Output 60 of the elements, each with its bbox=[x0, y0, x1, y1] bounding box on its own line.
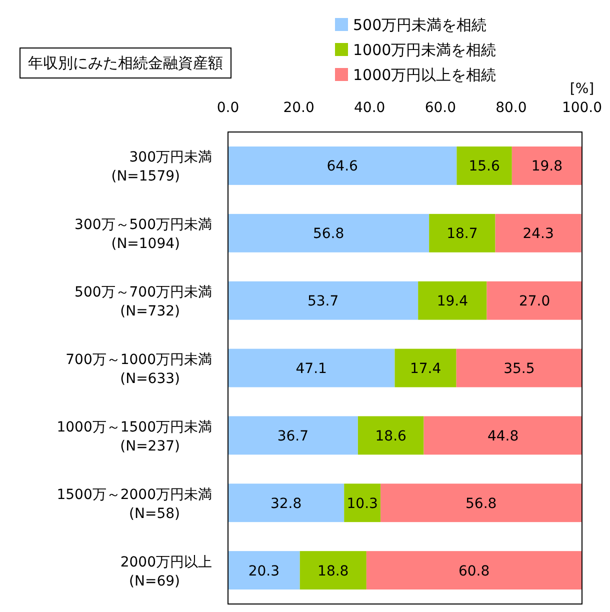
data-label: 24.3 bbox=[522, 226, 554, 242]
bar bbox=[429, 214, 496, 252]
data-label: 18.8 bbox=[318, 563, 349, 580]
x-tick-label: 40.0 bbox=[354, 100, 386, 116]
bar bbox=[380, 484, 582, 522]
data-label: 36.7 bbox=[277, 428, 309, 444]
data-label: 32.8 bbox=[270, 496, 302, 512]
bar bbox=[344, 484, 381, 522]
y-tick-label: 700万～1000万円未満 (N=633) bbox=[66, 352, 212, 387]
data-label: 15.6 bbox=[468, 158, 500, 175]
legend-label: 1000万円以上を相続 bbox=[353, 66, 496, 84]
x-tick-label: 100.0 bbox=[562, 100, 602, 116]
y-tick-label: 500万～700万円未満 (N=732) bbox=[74, 284, 212, 320]
data-label: 47.1 bbox=[296, 361, 327, 377]
bar bbox=[394, 348, 456, 388]
bar bbox=[512, 146, 582, 185]
data-label: 35.5 bbox=[504, 361, 535, 377]
bar bbox=[495, 214, 582, 252]
data-label: 53.7 bbox=[307, 294, 339, 310]
y-tick-label: 300万～500万円未満 (N=1094) bbox=[74, 217, 212, 252]
y-tick-label: 1000万～1500万円未満 (N=237) bbox=[56, 419, 212, 454]
data-label: 27.0 bbox=[518, 294, 550, 310]
bar bbox=[228, 416, 358, 455]
x-tick-label: 0.0 bbox=[216, 100, 240, 116]
bar bbox=[456, 146, 512, 185]
data-label: 56.8 bbox=[466, 496, 497, 512]
data-label: 20.3 bbox=[248, 563, 280, 580]
data-label: 60.8 bbox=[458, 563, 490, 580]
data-label: 19.8 bbox=[531, 158, 563, 175]
data-label: 17.4 bbox=[410, 361, 442, 377]
y-tick-label: 1500万～2000万円未満 (N=58) bbox=[56, 486, 212, 522]
legend-label: 500万円未満を相続 bbox=[353, 16, 487, 34]
bar bbox=[228, 214, 430, 252]
x-axis-title: [%] bbox=[570, 81, 594, 97]
chart-title: 年収別にみた相続金融資産額 bbox=[28, 54, 223, 72]
bar bbox=[358, 416, 424, 455]
x-tick-label: 60.0 bbox=[424, 100, 456, 116]
data-label: 44.8 bbox=[487, 428, 519, 444]
data-label: 56.8 bbox=[312, 226, 344, 242]
bar bbox=[228, 348, 395, 388]
data-label: 64.6 bbox=[326, 158, 358, 175]
data-label: 18.6 bbox=[375, 428, 407, 444]
bar bbox=[228, 484, 344, 522]
legend-label: 1000万円未満を相続 bbox=[353, 41, 496, 59]
bar bbox=[456, 348, 582, 388]
bar bbox=[366, 551, 582, 590]
bar bbox=[300, 551, 366, 590]
y-tick-label: 300万円未満 (N=1579) bbox=[111, 150, 212, 185]
y-tick-label: 2000万円以上 (N=69) bbox=[120, 554, 212, 590]
bar bbox=[486, 281, 582, 320]
bar bbox=[424, 416, 582, 455]
data-label: 19.4 bbox=[436, 294, 468, 310]
data-label: 18.7 bbox=[446, 226, 478, 242]
x-tick-label: 20.0 bbox=[283, 100, 314, 116]
bar bbox=[228, 281, 418, 320]
x-tick-label: 80.0 bbox=[496, 100, 527, 116]
bar bbox=[228, 551, 300, 590]
data-label: 10.3 bbox=[346, 496, 378, 512]
bar bbox=[228, 146, 457, 185]
bar bbox=[418, 281, 487, 320]
